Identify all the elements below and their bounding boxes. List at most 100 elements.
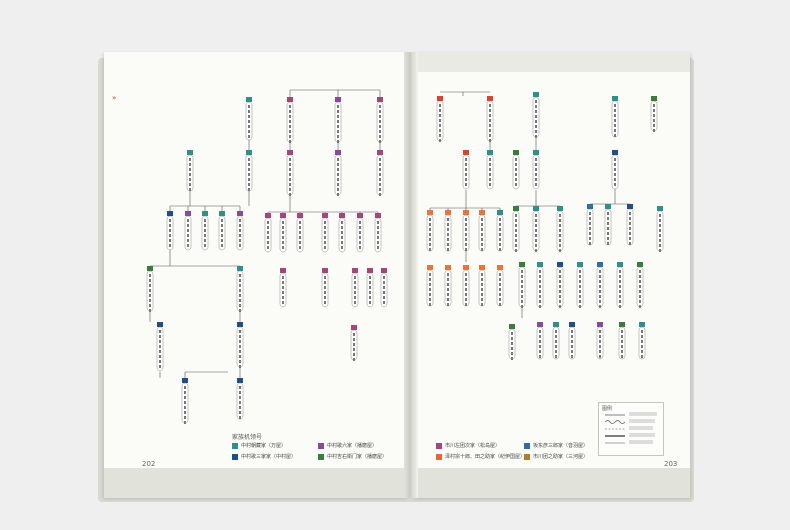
right-page-footer-band [416, 468, 690, 498]
family-member-node [496, 210, 504, 252]
family-member-node [166, 211, 174, 251]
family-member-node [380, 268, 388, 308]
family-member-node [486, 150, 494, 190]
family-member-node [156, 322, 164, 372]
legend-swatch [232, 453, 238, 460]
legend-item: 中村歌三家家（中村屋） [232, 453, 296, 460]
family-member-node [444, 265, 452, 307]
family-member-node [245, 97, 253, 141]
family-member-node [366, 268, 374, 308]
legend-title: 家族机领号 [232, 434, 263, 441]
family-member-node [532, 206, 540, 252]
legend-item: 市川团之助家（三河屋） [524, 453, 588, 460]
family-member-node [611, 150, 619, 190]
family-member-node [321, 268, 329, 308]
family-member-node [618, 322, 626, 360]
family-member-node [586, 204, 594, 246]
family-member-node [186, 150, 194, 192]
family-member-node [181, 378, 189, 424]
legend-swatch [232, 442, 238, 449]
family-member-node [604, 204, 612, 246]
family-member-node [279, 268, 287, 308]
family-member-node [556, 206, 564, 252]
family-member-node [532, 150, 540, 190]
key-title: 图例 [602, 406, 613, 412]
legend-swatch [524, 453, 530, 460]
family-member-node [512, 206, 520, 252]
family-member-node [286, 150, 294, 196]
family-member-node [356, 213, 364, 253]
family-member-node [462, 150, 470, 190]
family-member-node [426, 210, 434, 252]
family-member-node [518, 262, 526, 308]
family-member-node [296, 213, 304, 253]
family-member-node [184, 211, 192, 251]
family-member-node [321, 213, 329, 253]
family-member-node [376, 97, 384, 143]
page-number-left: 202 [142, 460, 156, 468]
family-member-node [576, 262, 584, 308]
family-member-node [512, 150, 520, 190]
family-member-node [436, 96, 444, 142]
legend-swatch [318, 442, 324, 449]
family-member-node [286, 97, 294, 143]
legend-swatch [436, 453, 442, 460]
family-member-node [264, 213, 272, 253]
legend-item: 中村朝藏家（万屋） [232, 442, 286, 449]
legend-swatch [524, 442, 530, 449]
family-member-node [478, 265, 486, 307]
family-member-node [374, 213, 382, 253]
family-member-node [462, 265, 470, 307]
family-member-node [508, 324, 516, 360]
family-member-node [236, 211, 244, 251]
family-member-node [532, 92, 540, 138]
page-number-right: 203 [664, 460, 678, 468]
family-member-node [596, 262, 604, 308]
family-member-node [201, 211, 209, 251]
legend-swatch [436, 442, 442, 449]
family-member-node [536, 322, 544, 360]
family-member-node [616, 262, 624, 308]
family-member-node [350, 325, 358, 361]
family-member-node [636, 262, 644, 308]
book-gutter [404, 52, 418, 498]
right-page-top-band [416, 52, 690, 72]
family-member-node [351, 268, 359, 308]
family-member-node [146, 266, 154, 312]
family-member-node [478, 210, 486, 252]
legend-swatch [318, 453, 324, 460]
family-member-node [334, 150, 342, 196]
family-member-node [426, 265, 434, 307]
family-member-node [462, 210, 470, 252]
family-member-node [218, 211, 226, 251]
family-member-node [596, 322, 604, 360]
red-corner-mark: » [112, 94, 117, 102]
family-member-node [236, 266, 244, 312]
family-member-node [568, 322, 576, 360]
family-member-node [552, 322, 560, 360]
family-member-node [444, 210, 452, 252]
key-lines [604, 412, 657, 444]
family-member-node [279, 213, 287, 253]
family-member-node [656, 206, 664, 252]
family-member-node [376, 150, 384, 196]
legend-item: 坂东彦三郎家（音羽屋） [524, 442, 588, 449]
legend-item: 泽村宗十郎、田之助家（纪伊国屋） [436, 453, 525, 460]
family-member-node [638, 322, 646, 360]
family-member-node [556, 262, 564, 308]
family-member-node [486, 96, 494, 142]
family-member-node [236, 322, 244, 368]
family-member-node [334, 97, 342, 143]
family-member-node [536, 262, 544, 308]
family-member-node [650, 96, 658, 132]
family-member-node [611, 96, 619, 138]
family-member-node [338, 213, 346, 253]
family-member-node [236, 378, 244, 420]
family-member-node [626, 204, 634, 246]
legend-item: 市川左团次家（松岛屋） [436, 442, 500, 449]
family-member-node [496, 265, 504, 307]
family-member-node [245, 150, 253, 192]
left-page-footer-band [104, 468, 408, 498]
key-box: 图例 [598, 402, 664, 456]
